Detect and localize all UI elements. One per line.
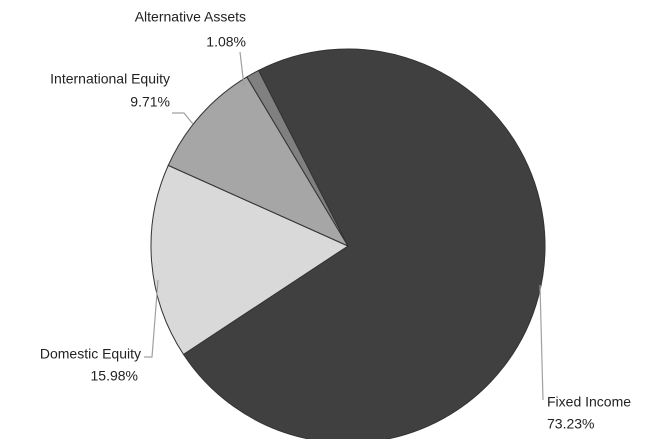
- slice-label: Fixed Income: [547, 394, 631, 410]
- slice-value-label: 1.08%: [206, 34, 246, 50]
- leader-line: [239, 51, 245, 87]
- slice-label: Domestic Equity: [40, 346, 141, 362]
- pie-slice: [246, 69, 349, 247]
- slice-label: International Equity: [50, 71, 170, 87]
- slice-value-label: 15.98%: [91, 368, 138, 384]
- slice-value-label: 9.71%: [130, 94, 170, 110]
- pie-slice: [150, 164, 350, 356]
- slice-value-label: 73.23%: [547, 416, 594, 432]
- leader-line: [144, 279, 159, 358]
- leader-line: [539, 284, 544, 401]
- pie-slice: [167, 76, 350, 248]
- leader-line: [172, 112, 194, 125]
- slice-label: Alternative Assets: [135, 9, 246, 25]
- pie-slice: [182, 48, 546, 439]
